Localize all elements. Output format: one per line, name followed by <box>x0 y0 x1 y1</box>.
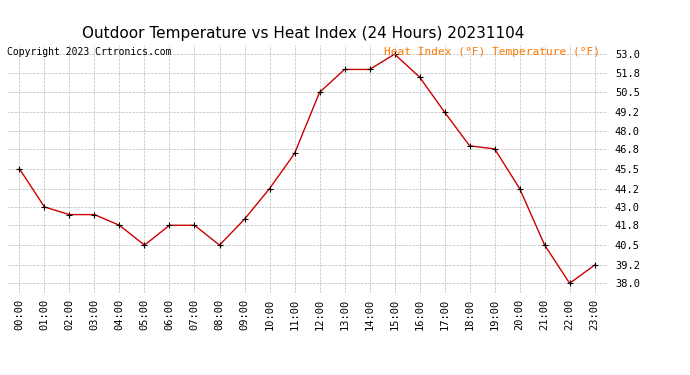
Text: Outdoor Temperature vs Heat Index (24 Hours) 20231104: Outdoor Temperature vs Heat Index (24 Ho… <box>82 26 525 41</box>
Text: Heat Index (°F) Temperature (°F): Heat Index (°F) Temperature (°F) <box>384 47 600 57</box>
Text: Copyright 2023 Crtronics.com: Copyright 2023 Crtronics.com <box>7 47 171 57</box>
